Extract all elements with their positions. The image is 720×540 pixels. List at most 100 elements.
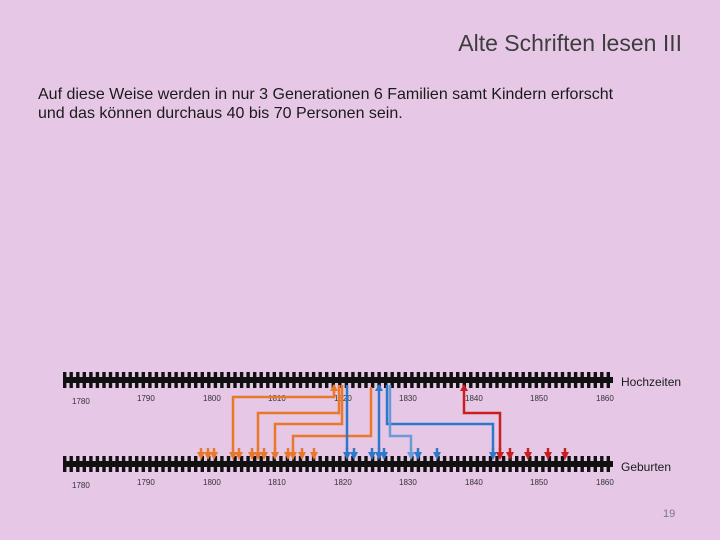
ruler-tick xyxy=(194,381,198,388)
ruler-tick xyxy=(148,381,152,388)
ruler-tick xyxy=(161,372,165,379)
arrow-down-icon xyxy=(310,452,318,460)
arrow-down-icon xyxy=(343,452,351,460)
ruler-tick xyxy=(226,456,231,463)
ruler-tick xyxy=(272,456,276,463)
ruler-tick xyxy=(331,456,335,463)
ruler-tick xyxy=(416,381,421,388)
ruler-tick xyxy=(69,372,73,379)
ruler-tick xyxy=(600,456,604,463)
ruler-tick xyxy=(311,456,316,463)
ruler-tick xyxy=(580,456,584,463)
ruler-tick xyxy=(495,456,499,463)
ruler-tick xyxy=(423,381,427,388)
ruler-tick xyxy=(200,381,204,388)
ruler-tick xyxy=(311,381,316,388)
ruler-tick xyxy=(95,372,100,379)
ruler-tick xyxy=(141,381,145,388)
ruler-tick xyxy=(488,381,493,388)
ruler-tick xyxy=(63,372,67,379)
ruler-tick xyxy=(89,465,93,472)
bottom-tick-label: 1820 xyxy=(334,478,352,487)
arrow-down-icon xyxy=(489,452,497,460)
ruler-tick xyxy=(266,381,270,388)
ruler-tick xyxy=(194,456,198,463)
ruler-tick xyxy=(357,465,362,472)
ruler-tick xyxy=(325,372,329,379)
bottom-tick-label: 1810 xyxy=(268,478,286,487)
ruler-tick xyxy=(63,465,67,472)
ruler-tick xyxy=(541,381,545,388)
ruler-tick xyxy=(207,381,211,388)
bottom-tick-label: 1860 xyxy=(596,478,614,487)
ruler-tick xyxy=(246,372,250,379)
ruler-tick xyxy=(403,381,407,388)
ruler-tick xyxy=(573,381,578,388)
arrow-down-icon xyxy=(506,452,514,460)
ruler-tick xyxy=(141,465,145,472)
ruler-tick xyxy=(108,456,113,463)
ruler-tick xyxy=(370,456,375,463)
ruler-tick xyxy=(115,456,119,463)
top-tick-label: 1800 xyxy=(203,394,221,403)
ruler-tick xyxy=(246,465,250,472)
top-tick-label: 1840 xyxy=(465,394,483,403)
ruler-tick xyxy=(285,372,290,379)
top-tick-label: 1790 xyxy=(137,394,155,403)
ruler-tick xyxy=(76,381,80,388)
arrow-down-icon xyxy=(229,452,237,460)
ruler-tick xyxy=(338,465,342,472)
ruler-tick xyxy=(482,381,486,388)
ruler-tick xyxy=(475,456,480,463)
ruler-tick xyxy=(370,381,375,388)
ruler-tick xyxy=(331,372,335,379)
ruler-tick xyxy=(495,372,499,379)
ruler-tick xyxy=(102,381,106,388)
ruler-tick xyxy=(456,381,460,388)
ruler-tick xyxy=(442,456,447,463)
ruler-tick xyxy=(534,465,538,472)
ruler-tick xyxy=(528,381,532,388)
ruler-tick xyxy=(541,372,545,379)
ruler-tick xyxy=(606,372,610,379)
arrow-down-icon xyxy=(210,452,218,460)
marriage-ruler: Hochzeiten 1780 1790 1800 1810 1820 1830… xyxy=(63,372,681,406)
bottom-tick-label: 1830 xyxy=(399,478,417,487)
ruler-tick xyxy=(456,456,460,463)
ruler-tick xyxy=(338,372,342,379)
ruler-tick xyxy=(239,372,244,379)
ruler-tick xyxy=(82,372,86,379)
arrow-down-icon xyxy=(197,452,205,460)
ruler-tick xyxy=(606,465,610,472)
ruler-tick xyxy=(259,372,263,379)
ruler-tick xyxy=(95,465,100,472)
ruler-tick xyxy=(547,381,552,388)
ruler-tick xyxy=(141,456,145,463)
ruler-tick xyxy=(560,465,565,472)
ruler-tick xyxy=(501,381,506,388)
ruler-tick xyxy=(357,456,362,463)
ruler-tick xyxy=(305,465,309,472)
ruler-tick xyxy=(82,465,86,472)
ruler-tick xyxy=(469,465,473,472)
ruler-tick xyxy=(429,381,434,388)
marriage-arrows xyxy=(330,384,468,391)
ruler-tick xyxy=(587,456,591,463)
marriages-label: Hochzeiten xyxy=(621,375,681,389)
ruler-tick xyxy=(279,456,283,463)
arrow-down-icon xyxy=(407,452,415,460)
ruler-tick xyxy=(515,381,519,388)
ruler-tick xyxy=(102,465,106,472)
ruler-tick xyxy=(534,381,538,388)
ruler-tick xyxy=(462,465,466,472)
arrow-down-icon xyxy=(254,452,262,460)
birth-ruler-bar xyxy=(63,461,613,467)
bottom-tick-label: 1780 xyxy=(72,481,90,490)
ruler-tick xyxy=(475,381,480,388)
ruler-tick xyxy=(456,465,460,472)
ruler-tick xyxy=(253,381,257,388)
arrow-down-icon xyxy=(289,452,297,460)
ruler-tick xyxy=(121,372,126,379)
ruler-tick xyxy=(89,456,93,463)
